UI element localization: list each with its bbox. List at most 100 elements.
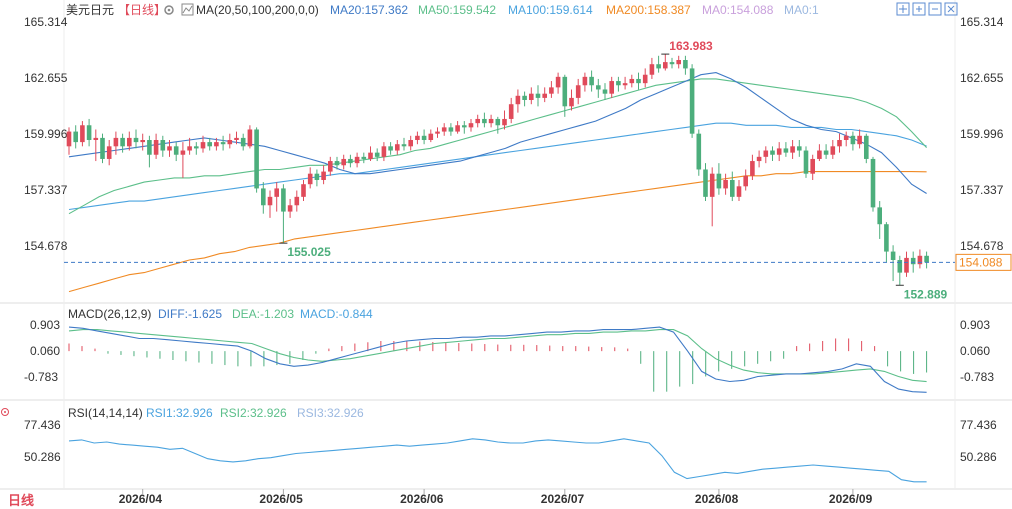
candle	[616, 76, 621, 92]
candle-body	[609, 81, 614, 94]
candle-body	[421, 135, 427, 140]
candle	[716, 163, 722, 195]
candle	[535, 85, 541, 107]
rsi-tick-left: 50.286	[24, 450, 61, 464]
candle	[924, 251, 929, 269]
candle-body	[803, 150, 809, 174]
candle-body	[408, 140, 413, 147]
candle	[642, 68, 648, 88]
candle-body	[817, 150, 822, 159]
x-axis-label: 2026/08	[695, 492, 739, 506]
candle-body	[575, 85, 581, 98]
candlesticks	[66, 54, 929, 286]
candle-body	[354, 156, 360, 164]
close-icon[interactable]	[944, 2, 958, 16]
ma100-line	[68, 122, 927, 211]
candle	[307, 167, 313, 189]
candle-body	[93, 137, 99, 140]
candle	[495, 116, 501, 134]
price-tick-left: 154.678	[24, 239, 68, 253]
zoom-out-icon[interactable]	[928, 2, 942, 16]
price-tick-left: 165.314	[24, 15, 68, 29]
candle	[810, 154, 815, 180]
candle-body	[254, 129, 259, 189]
candle	[709, 167, 715, 227]
candle-body	[334, 161, 340, 166]
ma-settings-label[interactable]: MA(20,50,100,200,0,0)	[196, 3, 319, 17]
candle	[602, 83, 608, 100]
candle-body	[368, 152, 373, 159]
candle	[435, 127, 440, 138]
candle	[173, 142, 179, 162]
candle	[723, 173, 728, 195]
candle-body	[629, 78, 635, 84]
candle	[194, 142, 199, 155]
candle-body	[843, 135, 849, 140]
period-button[interactable]: 日线	[8, 493, 34, 508]
rsi-title: RSI(14,14,14)	[68, 406, 143, 420]
candle-body	[723, 180, 728, 189]
candle-body	[488, 118, 494, 124]
candle	[502, 110, 507, 130]
candle	[468, 118, 474, 132]
candle	[368, 146, 373, 162]
candle	[408, 135, 413, 151]
candle	[381, 142, 387, 162]
candle	[629, 74, 635, 88]
price-tick-right: 154.678	[960, 239, 1004, 253]
candle-body	[542, 93, 547, 98]
candle	[770, 146, 775, 162]
period-tag[interactable]: 【日线】	[118, 3, 166, 17]
candle-body	[810, 158, 815, 174]
candle	[354, 152, 360, 168]
macd-diff-value: DIFF:-1.625	[158, 307, 222, 321]
candle	[790, 140, 795, 159]
candle-body	[86, 125, 92, 140]
settings-gear-icon[interactable]	[164, 5, 174, 15]
candle	[562, 74, 568, 117]
candle	[348, 154, 353, 168]
candle	[207, 137, 212, 151]
candle-body	[482, 118, 487, 124]
candle-body	[160, 140, 166, 151]
candle-body	[287, 205, 293, 212]
candle	[395, 140, 400, 155]
candle	[622, 76, 628, 90]
candle	[636, 72, 641, 90]
candle-body	[522, 95, 527, 100]
move-icon[interactable]	[896, 2, 910, 16]
candle	[515, 89, 521, 113]
ma20-value: MA20:157.362	[330, 3, 408, 17]
candle	[127, 131, 132, 151]
candle-body	[870, 158, 876, 208]
ma100-value: MA100:159.614	[508, 3, 593, 17]
candle-body	[321, 171, 326, 180]
candle	[529, 87, 534, 105]
candle-body	[689, 68, 695, 134]
candle-body	[649, 64, 655, 75]
macd-tick-left: 0.060	[30, 344, 60, 358]
candle	[254, 127, 259, 193]
candle-body	[214, 142, 219, 147]
last-price-value: 154.088	[959, 255, 1003, 269]
candle-body	[884, 224, 889, 252]
candle-body	[502, 118, 507, 126]
crosshair-target-icon[interactable]	[1, 408, 9, 416]
candle	[864, 133, 869, 164]
candle-body	[783, 148, 789, 153]
candle	[388, 142, 393, 155]
zoom-in-icon[interactable]	[912, 2, 926, 16]
candle-body	[153, 140, 159, 155]
candle-body	[656, 64, 661, 69]
low-marker-sep-label: 152.889	[904, 287, 948, 301]
candle-body	[468, 123, 474, 128]
candle	[267, 190, 273, 218]
candle-body	[495, 118, 501, 126]
candle	[837, 133, 842, 153]
candle	[703, 163, 708, 202]
candle	[843, 131, 849, 147]
candle	[689, 64, 695, 138]
ma20-line	[68, 72, 927, 194]
candle-body	[569, 97, 574, 107]
